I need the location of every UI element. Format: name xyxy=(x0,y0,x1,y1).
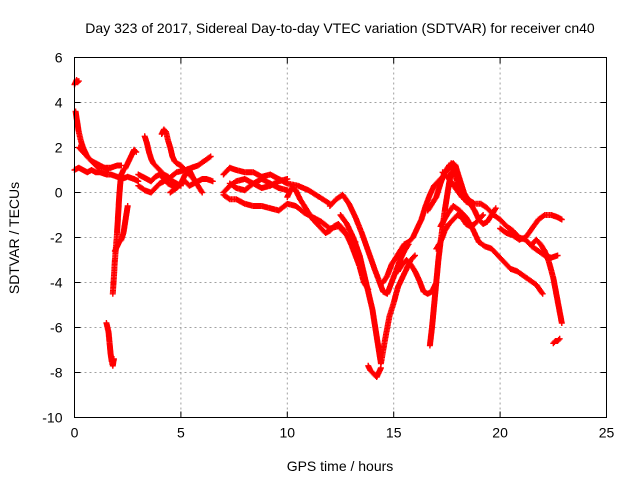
grid xyxy=(74,57,607,418)
plot-frame xyxy=(74,57,607,418)
tick-labels: 0 5 10 15 20 25 -10 -8 -6 -4 -2 0 2 4 6 xyxy=(42,50,614,441)
x-axis-label: GPS time / hours xyxy=(287,458,394,474)
series-track-27 xyxy=(433,212,487,252)
x-tick-label: 10 xyxy=(280,425,296,441)
x-tick-label: 25 xyxy=(599,425,615,441)
y-tick-label: 4 xyxy=(55,95,63,111)
series-track-1 xyxy=(71,77,82,88)
y-tick-label: 0 xyxy=(55,185,63,201)
y-tick-label: 6 xyxy=(55,50,63,66)
y-tick-label: -6 xyxy=(50,320,63,336)
series-track-7 xyxy=(111,203,131,254)
series-track-30 xyxy=(550,335,563,347)
x-tick-label: 0 xyxy=(71,425,79,441)
x-tick-label: 20 xyxy=(492,425,508,441)
y-tick-label: -4 xyxy=(50,275,63,291)
y-tick-label: -10 xyxy=(42,410,62,426)
y-axis-label: SDTVAR / TECUs xyxy=(6,182,22,294)
series-track-28 xyxy=(497,212,565,243)
series-track-19 xyxy=(337,212,418,367)
x-tick-label: 5 xyxy=(177,425,185,441)
series-track-4 xyxy=(75,144,112,173)
x-tick-label: 15 xyxy=(386,425,402,441)
series-track-29 xyxy=(529,236,565,326)
y-tick-label: 2 xyxy=(55,140,63,156)
chart-title: Day 323 of 2017, Sidereal Day-to-day VTE… xyxy=(85,20,595,36)
y-tick-label: -8 xyxy=(50,365,63,381)
series-track-18 xyxy=(326,191,412,297)
y-tick-label: -2 xyxy=(50,230,63,246)
data-markers xyxy=(71,77,565,380)
series-track-20 xyxy=(365,362,384,380)
series-track-5 xyxy=(103,320,117,369)
series-track-12 xyxy=(167,167,206,196)
series-track-16 xyxy=(226,176,291,194)
series-track-6 xyxy=(109,146,140,297)
